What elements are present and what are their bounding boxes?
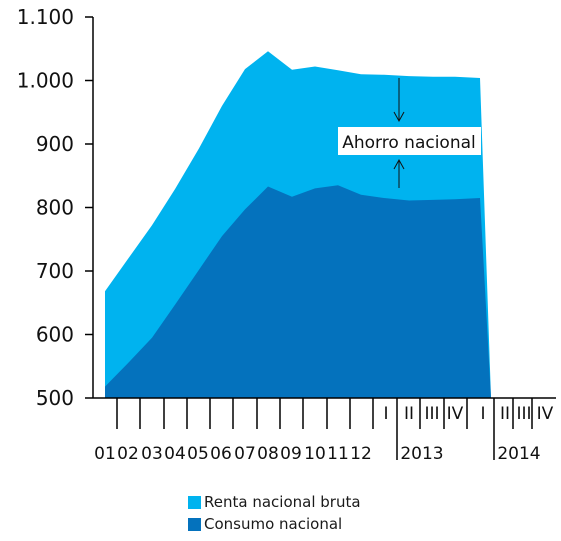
legend-item-consumo: Consumo nacional — [188, 513, 361, 535]
x-label-year: 11 — [327, 444, 349, 464]
x-label-year: 09 — [280, 444, 302, 464]
y-tick-label: 500 — [36, 386, 74, 410]
legend: Renta nacional bruta Consumo nacional — [188, 491, 361, 535]
x-label-quarter: I — [480, 404, 485, 424]
x-label-year: 05 — [187, 444, 209, 464]
x-label-year: 01 — [94, 444, 116, 464]
x-label-quarter: III — [424, 404, 439, 424]
x-label-year: 12 — [350, 444, 372, 464]
y-tick-label: 1.100 — [17, 5, 74, 29]
y-tick-label: 900 — [36, 132, 74, 156]
y-tick-label: 800 — [36, 196, 74, 220]
annotation-label: Ahorro nacional — [342, 133, 476, 153]
x-label-period-year: 2013 — [400, 444, 443, 464]
x-label-quarter: I — [383, 404, 388, 424]
legend-swatch-renta — [188, 495, 201, 509]
area-consumo-nacional — [105, 185, 550, 398]
legend-swatch-consumo — [188, 517, 201, 531]
y-tick-label: 700 — [36, 259, 74, 283]
x-label-quarter: II — [500, 404, 510, 424]
legend-item-renta: Renta nacional bruta — [188, 491, 361, 513]
x-label-year: 07 — [234, 444, 256, 464]
x-label-year: 10 — [304, 444, 326, 464]
x-label-quarter: IV — [447, 404, 464, 424]
annotation-arrowhead-down — [393, 111, 405, 123]
x-label-year: 04 — [164, 444, 186, 464]
y-tick-label: 600 — [36, 323, 74, 347]
legend-label-consumo: Consumo nacional — [204, 515, 343, 533]
x-label-period-year: 2014 — [497, 444, 540, 464]
x-label-year: 02 — [117, 444, 139, 464]
x-label-quarter: IV — [537, 404, 554, 424]
x-label-quarter: III — [516, 404, 531, 424]
annotation-arrowhead-up — [393, 158, 405, 170]
legend-label-renta: Renta nacional bruta — [204, 493, 361, 511]
x-label-year: 03 — [141, 444, 163, 464]
x-label-year: 08 — [257, 444, 279, 464]
x-label-quarter: II — [404, 404, 414, 424]
y-tick-label: 1.000 — [17, 69, 74, 93]
x-label-year: 06 — [210, 444, 232, 464]
annotation-box — [338, 127, 481, 155]
